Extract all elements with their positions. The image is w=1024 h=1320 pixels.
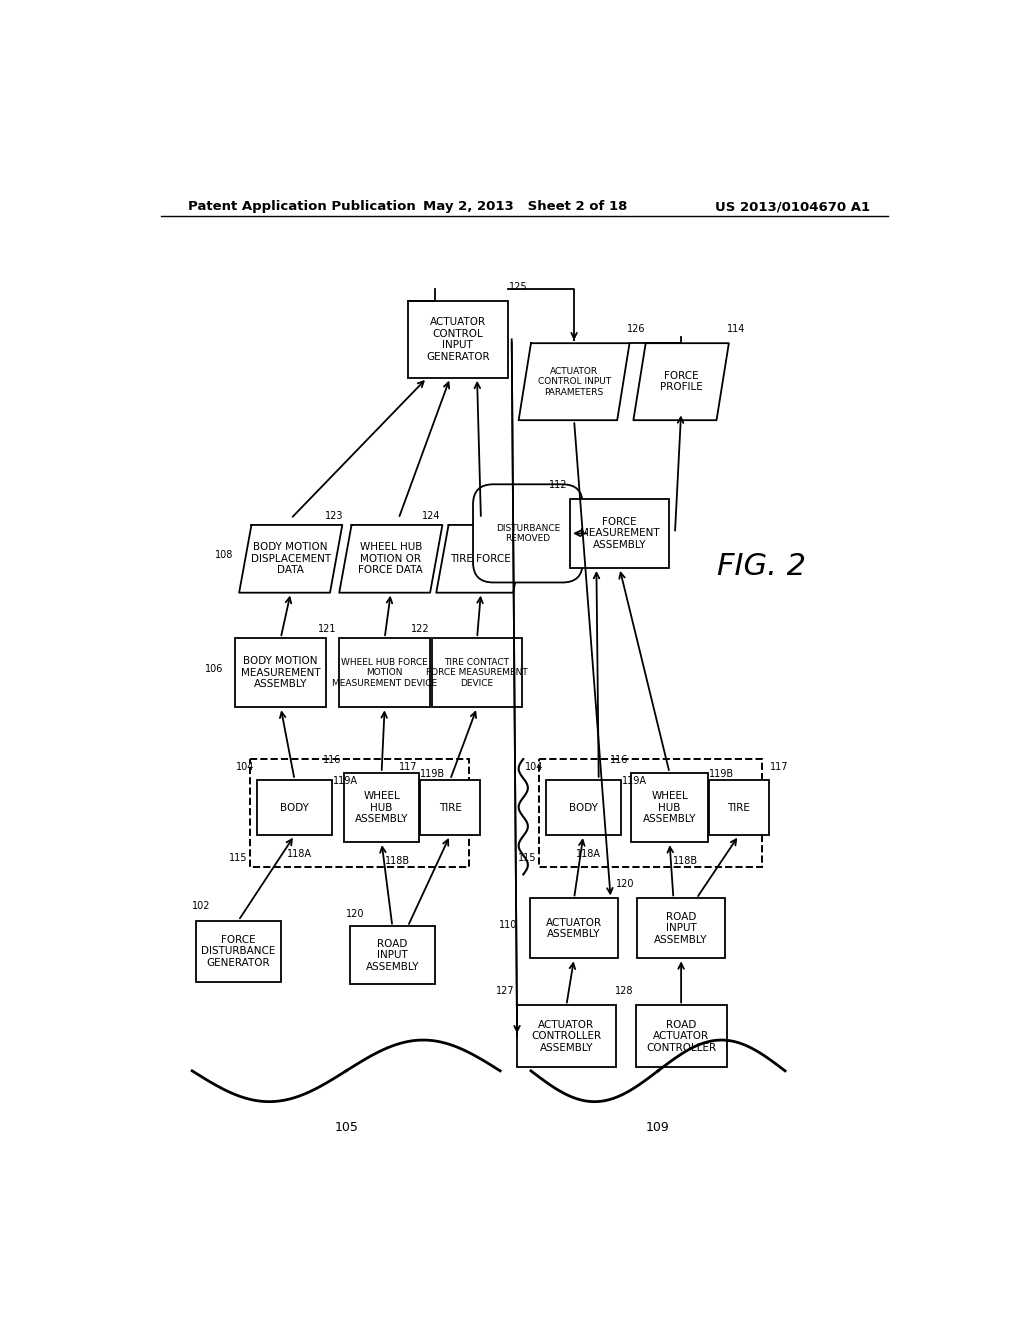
Text: 102: 102 (193, 902, 211, 911)
Bar (250, 759, 469, 867)
Text: ACTUATOR
CONTROL
INPUT
GENERATOR: ACTUATOR CONTROL INPUT GENERATOR (426, 317, 489, 362)
Text: BODY: BODY (281, 803, 309, 813)
Bar (517, 1006, 615, 1067)
Text: 119A: 119A (333, 776, 358, 785)
Bar (637, 899, 725, 958)
Text: 127: 127 (497, 986, 515, 997)
Text: 115: 115 (229, 853, 248, 863)
Text: 114: 114 (727, 323, 744, 334)
Text: 126: 126 (628, 323, 646, 334)
Text: WHEEL
HUB
ASSEMBLY: WHEEL HUB ASSEMBLY (643, 791, 696, 824)
Bar (408, 301, 508, 378)
FancyBboxPatch shape (473, 484, 583, 582)
Text: DISTURBANCE
REMOVED: DISTURBANCE REMOVED (496, 524, 560, 543)
Text: 104: 104 (237, 762, 255, 772)
Text: 123: 123 (325, 511, 343, 521)
Bar (339, 638, 430, 708)
Text: 106: 106 (205, 664, 223, 675)
Text: ROAD
INPUT
ASSEMBLY: ROAD INPUT ASSEMBLY (366, 939, 419, 972)
Text: WHEEL
HUB
ASSEMBLY: WHEEL HUB ASSEMBLY (355, 791, 409, 824)
Text: 121: 121 (318, 624, 337, 635)
Text: ACTUATOR
CONTROL INPUT
PARAMETERS: ACTUATOR CONTROL INPUT PARAMETERS (538, 367, 610, 396)
Bar (344, 774, 419, 842)
Bar (539, 759, 762, 867)
Text: 117: 117 (770, 762, 788, 772)
Text: Patent Application Publication: Patent Application Publication (188, 201, 416, 214)
Text: BODY: BODY (569, 803, 598, 813)
Text: FORCE
PROFILE: FORCE PROFILE (659, 371, 702, 392)
Text: 120: 120 (616, 879, 635, 890)
Text: 128: 128 (614, 986, 634, 997)
Text: TIRE CONTACT
FORCE MEASUREMENT
DEVICE: TIRE CONTACT FORCE MEASUREMENT DEVICE (426, 657, 528, 688)
Text: 118B: 118B (674, 857, 698, 866)
Bar (546, 780, 621, 836)
Text: 112: 112 (550, 479, 568, 490)
Text: 118A: 118A (287, 849, 312, 859)
Text: 105: 105 (334, 1121, 358, 1134)
Text: 104: 104 (525, 762, 544, 772)
Polygon shape (518, 343, 630, 420)
Bar (631, 774, 708, 842)
Text: US 2013/0104670 A1: US 2013/0104670 A1 (715, 201, 869, 214)
Bar (350, 927, 435, 985)
Text: 119B: 119B (420, 770, 445, 779)
Text: 118B: 118B (385, 857, 411, 866)
Bar (420, 780, 480, 836)
Text: FORCE
MEASUREMENT
ASSEMBLY: FORCE MEASUREMENT ASSEMBLY (580, 517, 659, 550)
Text: 124: 124 (422, 511, 440, 521)
Text: BODY MOTION
DISPLACEMENT
DATA: BODY MOTION DISPLACEMENT DATA (251, 543, 331, 576)
Text: 119B: 119B (709, 770, 734, 779)
Bar (636, 1006, 727, 1067)
Polygon shape (240, 525, 342, 593)
Bar (529, 899, 618, 958)
Text: FIG. 2: FIG. 2 (718, 552, 807, 581)
Text: 116: 116 (324, 755, 342, 766)
Polygon shape (339, 525, 442, 593)
Bar (236, 638, 326, 708)
Text: ACTUATOR
CONTROLLER
ASSEMBLY: ACTUATOR CONTROLLER ASSEMBLY (531, 1019, 601, 1053)
Bar (570, 499, 669, 568)
Text: TIRE: TIRE (727, 803, 751, 813)
Text: 116: 116 (610, 755, 629, 766)
Text: 115: 115 (518, 853, 537, 863)
Text: ROAD
ACTUATOR
CONTROLLER: ROAD ACTUATOR CONTROLLER (646, 1019, 716, 1053)
Bar (257, 780, 333, 836)
Polygon shape (436, 525, 525, 593)
Text: TIRE: TIRE (438, 803, 462, 813)
Bar (432, 638, 522, 708)
Text: 110: 110 (499, 920, 517, 929)
Bar (196, 921, 281, 982)
Text: 109: 109 (646, 1121, 670, 1134)
Text: 125: 125 (509, 281, 528, 292)
Text: FORCE
DISTURBANCE
GENERATOR: FORCE DISTURBANCE GENERATOR (201, 935, 275, 968)
Text: WHEEL HUB
MOTION OR
FORCE DATA: WHEEL HUB MOTION OR FORCE DATA (358, 543, 423, 576)
Text: ROAD
INPUT
ASSEMBLY: ROAD INPUT ASSEMBLY (654, 912, 708, 945)
Text: 122: 122 (411, 624, 429, 635)
Text: 120: 120 (346, 908, 365, 919)
Bar (709, 780, 769, 836)
Text: 108: 108 (214, 550, 232, 560)
Polygon shape (634, 343, 729, 420)
Text: ACTUATOR
ASSEMBLY: ACTUATOR ASSEMBLY (546, 917, 602, 940)
Text: BODY MOTION
MEASUREMENT
ASSEMBLY: BODY MOTION MEASUREMENT ASSEMBLY (241, 656, 321, 689)
Text: WHEEL HUB FORCE
MOTION
MEASUREMENT DEVICE: WHEEL HUB FORCE MOTION MEASUREMENT DEVIC… (332, 657, 437, 688)
Text: TIRE FORCE: TIRE FORCE (451, 554, 511, 564)
Text: 117: 117 (399, 762, 418, 772)
Text: May 2, 2013   Sheet 2 of 18: May 2, 2013 Sheet 2 of 18 (423, 201, 627, 214)
Text: 119A: 119A (622, 776, 647, 785)
Text: 118A: 118A (575, 849, 601, 859)
